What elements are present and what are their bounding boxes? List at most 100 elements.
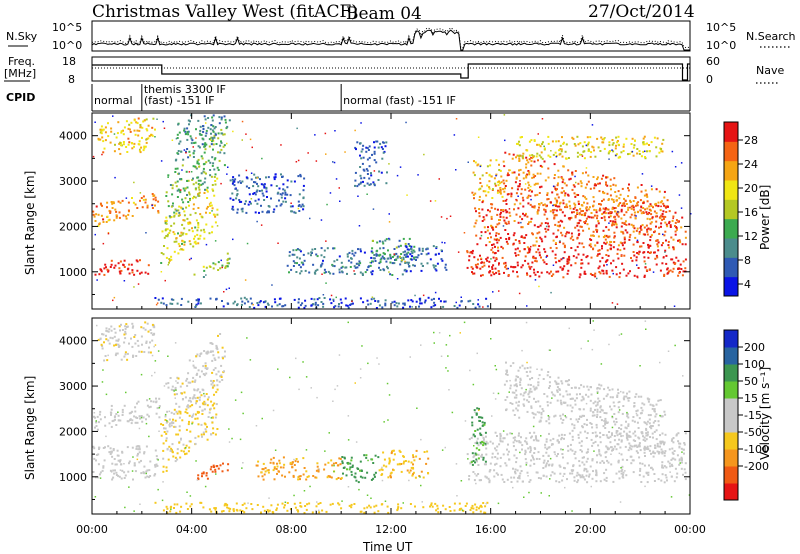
nave-tick-top: 60 xyxy=(706,55,720,68)
power-cell xyxy=(244,279,247,281)
power-cell xyxy=(606,264,608,266)
velocity-cell xyxy=(514,436,517,439)
power-cell xyxy=(522,205,525,208)
velocity-cell xyxy=(621,458,624,461)
power-cell xyxy=(393,253,396,255)
power-cell xyxy=(557,221,560,224)
power-cell xyxy=(170,216,173,218)
power-cell xyxy=(435,247,438,250)
power-cell xyxy=(330,294,333,297)
velocity-cell xyxy=(272,456,275,459)
velocity-cell xyxy=(121,450,124,453)
velocity-cell xyxy=(206,425,208,428)
velocity-cell xyxy=(483,438,485,441)
velocity-cell xyxy=(162,465,165,468)
velocity-cell xyxy=(579,408,582,411)
power-cell xyxy=(536,193,539,196)
power-cell xyxy=(166,235,169,238)
power-cell xyxy=(332,272,335,275)
power-cell xyxy=(574,203,577,206)
power-cell xyxy=(615,226,618,229)
velocity-cell xyxy=(141,343,143,346)
velocity-cell xyxy=(516,385,518,388)
velocity-cell xyxy=(169,377,172,379)
power-cell xyxy=(94,220,97,222)
power-cell xyxy=(615,273,618,276)
power-cell xyxy=(547,154,550,157)
power-cell xyxy=(186,138,189,141)
velocity-cell xyxy=(210,350,213,353)
power-cell xyxy=(377,146,380,149)
velocity-cell xyxy=(670,463,673,466)
power-cell xyxy=(552,204,554,207)
power-cell xyxy=(643,276,646,278)
power-cell xyxy=(672,267,675,270)
velocity-cell xyxy=(410,466,413,469)
velocity-cell xyxy=(643,464,646,467)
velocity-cell xyxy=(458,502,461,505)
power-cell xyxy=(644,156,646,158)
power-cell xyxy=(601,138,604,141)
power-cell xyxy=(597,222,600,225)
velocity-cell xyxy=(502,453,505,456)
power-cell xyxy=(171,302,174,305)
velocity-cell xyxy=(637,445,640,448)
velocity-cell xyxy=(299,475,302,478)
power-cell xyxy=(302,208,305,211)
power-cell xyxy=(622,145,625,148)
velocity-cell xyxy=(515,383,518,386)
power-cell xyxy=(324,271,327,274)
velocity-cell xyxy=(548,416,551,419)
velocity-cell xyxy=(668,462,671,465)
power-cell xyxy=(327,270,330,273)
power-cell xyxy=(205,274,207,276)
velocity-cell xyxy=(555,383,558,386)
velocity-cell xyxy=(546,448,549,451)
velocity-cell xyxy=(140,459,142,462)
velocity-cell xyxy=(684,471,687,474)
velocity-cell xyxy=(518,475,521,478)
velocity-cell xyxy=(220,376,223,378)
power-cell xyxy=(563,182,566,185)
power-cell xyxy=(525,163,528,166)
velocity-cell xyxy=(323,468,326,471)
velocity-cell xyxy=(601,460,604,463)
velocity-cell xyxy=(594,400,597,403)
velocity-cell xyxy=(665,466,668,469)
velocity-cell xyxy=(592,411,595,414)
power-cell xyxy=(373,150,376,153)
velocity-cell xyxy=(602,425,605,428)
velocity-cell xyxy=(117,338,120,341)
power-cell xyxy=(122,133,125,136)
power-cell xyxy=(583,157,586,160)
velocity-cell xyxy=(524,458,527,461)
power-cell xyxy=(201,157,204,160)
power-cell xyxy=(279,193,282,196)
power-cell xyxy=(594,275,597,278)
power-cell xyxy=(217,261,220,264)
power-cell xyxy=(226,252,229,255)
power-cell xyxy=(103,147,106,150)
power-cell xyxy=(620,255,623,257)
velocity-cell xyxy=(484,475,487,478)
power-cell xyxy=(538,285,540,288)
power-cell xyxy=(609,240,612,243)
power-cell xyxy=(421,247,424,250)
velocity-cell xyxy=(325,510,328,513)
power-cell xyxy=(223,144,226,147)
power-cell xyxy=(323,268,326,271)
power-cell xyxy=(596,241,599,244)
velocity-cell xyxy=(402,462,405,465)
power-cell xyxy=(389,253,392,256)
velocity-cell xyxy=(183,447,186,450)
power-cell xyxy=(593,274,596,277)
power-cell xyxy=(142,195,145,198)
power-cell xyxy=(160,252,163,254)
power-cell xyxy=(267,176,270,179)
power-cell xyxy=(587,141,590,144)
velocity-cell xyxy=(603,388,606,391)
velocity-cell xyxy=(202,373,205,375)
power-cell xyxy=(491,271,494,274)
velocity-cell xyxy=(168,425,171,428)
power-cell xyxy=(259,178,261,181)
